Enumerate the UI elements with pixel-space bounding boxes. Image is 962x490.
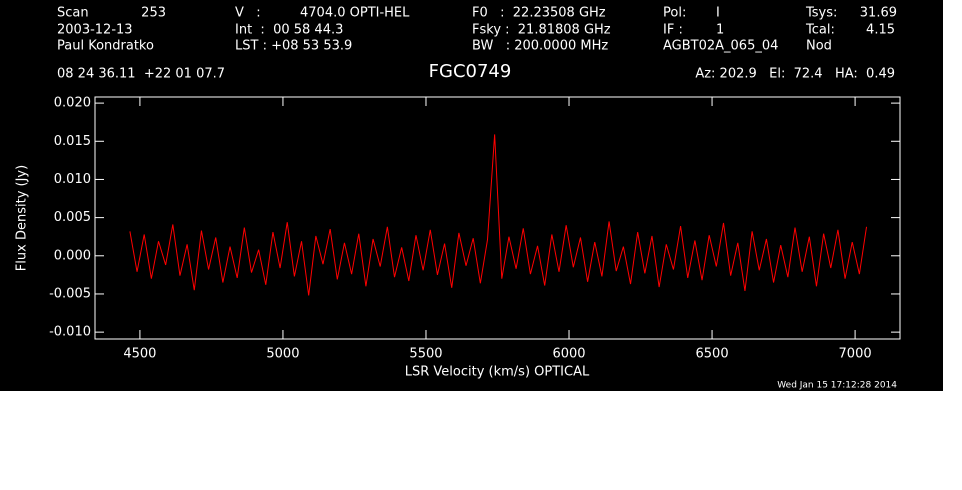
- coordinates: 08 24 36.11 +22 01 07.7: [57, 67, 225, 82]
- fsky: Fsky : 21.81808 GHz: [472, 23, 611, 38]
- x-tick-label: 6000: [552, 347, 585, 362]
- y-tick-label: 0.005: [54, 210, 91, 225]
- date: 2003-12-13: [57, 23, 133, 38]
- y-tick-label: 0.020: [54, 96, 91, 111]
- y-tick-label: 0.000: [54, 248, 91, 263]
- timestamp: Wed Jan 15 17:12:28 2014: [777, 381, 897, 391]
- x-axis-label: LSR Velocity (km/s) OPTICAL: [405, 365, 590, 380]
- tsys: 31.69: [860, 6, 897, 21]
- y-tick-label: 0.015: [54, 134, 91, 149]
- y-tick-label: -0.005: [49, 286, 91, 301]
- tcal-label: Tcal:: [805, 23, 835, 38]
- x-tick-label: 7000: [839, 347, 872, 362]
- if-label: IF :: [663, 23, 683, 38]
- v-label: V :: [235, 6, 261, 21]
- velocity: 4704.0 OPTI-HEL: [300, 6, 410, 21]
- scan-label: Scan: [57, 6, 89, 21]
- x-tick-label: 5000: [266, 347, 299, 362]
- project: AGBT02A_065_04: [663, 39, 778, 54]
- spectrum-line: [129, 134, 868, 296]
- mode: Nod: [806, 39, 832, 54]
- y-tick-label: 0.010: [54, 172, 91, 187]
- x-tick-label: 4500: [123, 347, 156, 362]
- scan: 253: [141, 6, 166, 21]
- bandwidth: BW : 200.0000 MHz: [472, 39, 608, 54]
- f0: F0 : 22.23508 GHz: [472, 6, 606, 21]
- az-el: Az: 202.9 El: 72.4 HA: 0.49: [695, 67, 895, 82]
- plot-background: [0, 0, 943, 391]
- int-time: Int : 00 58 44.3: [235, 23, 343, 38]
- y-tick-label: -0.010: [49, 325, 91, 340]
- chart-title: FGC0749: [429, 61, 512, 82]
- x-tick-label: 6500: [696, 347, 729, 362]
- tsys-label: Tsys:: [805, 6, 837, 21]
- pol: I: [716, 6, 720, 21]
- y-axis-label: Flux Density (Jy): [15, 165, 30, 271]
- lst: LST : +08 53 53.9: [235, 39, 352, 54]
- x-tick-label: 5500: [409, 347, 442, 362]
- observer: Paul Kondratko: [57, 39, 154, 54]
- tcal: 4.15: [866, 23, 895, 38]
- pol-label: Pol:: [663, 6, 686, 21]
- if: 1: [716, 23, 724, 38]
